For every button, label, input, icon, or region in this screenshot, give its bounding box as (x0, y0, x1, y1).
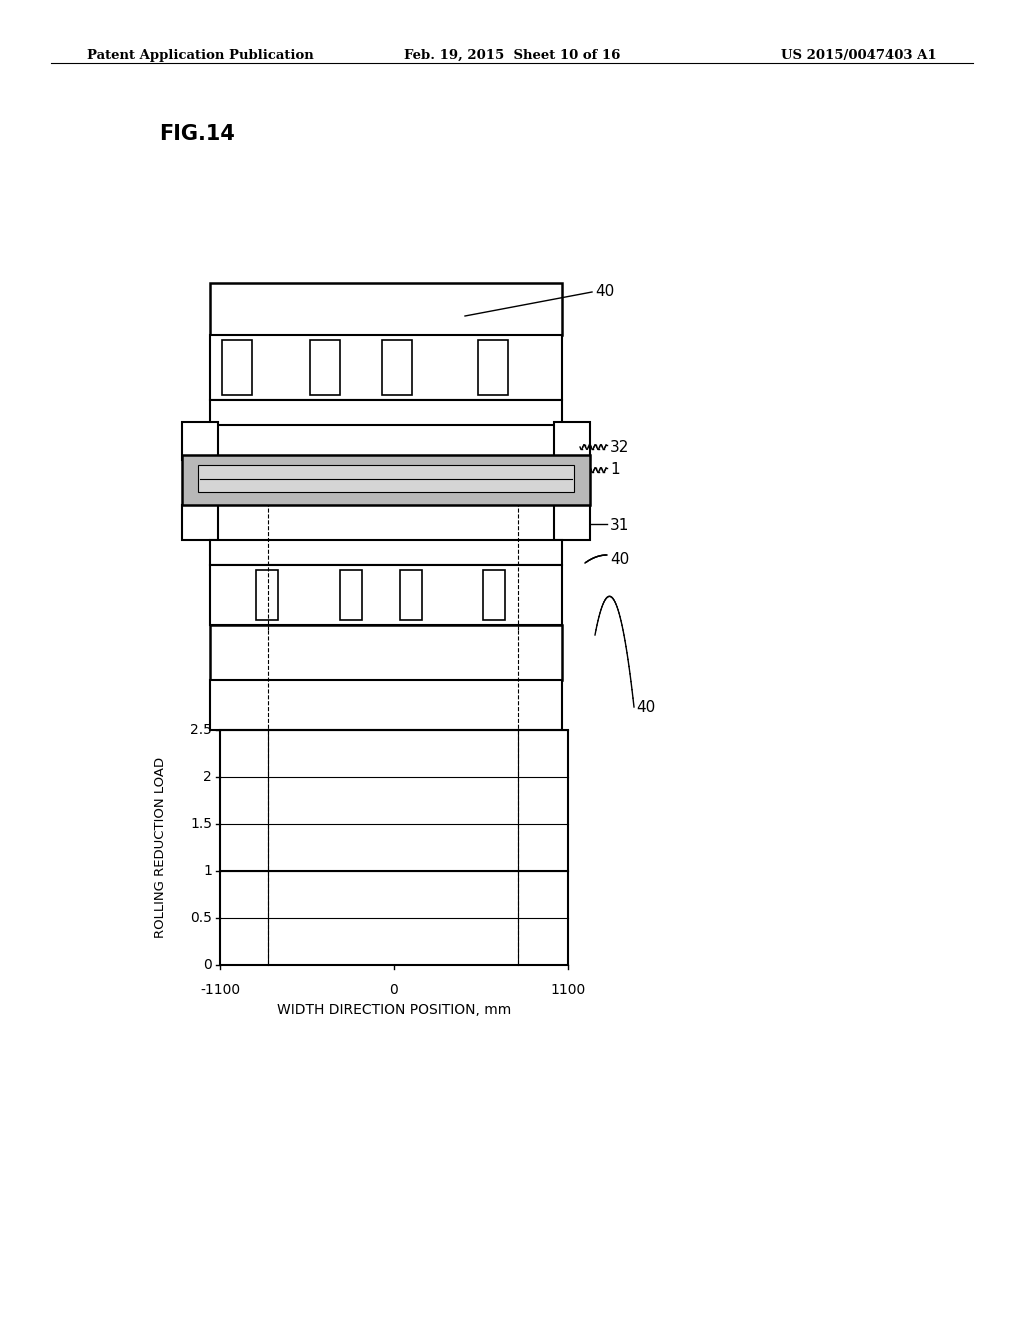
Text: FIG.14: FIG.14 (159, 124, 234, 144)
Bar (340, 570, 362, 620)
Text: 1.5: 1.5 (190, 817, 212, 832)
Bar (210, 400, 562, 425)
Text: 32: 32 (610, 440, 630, 454)
Text: 1: 1 (203, 865, 212, 878)
Text: 0.5: 0.5 (190, 911, 212, 925)
Bar (182, 506, 218, 540)
Text: 40: 40 (595, 285, 614, 300)
Bar (554, 506, 590, 540)
Text: 0: 0 (389, 983, 398, 997)
Text: Patent Application Publication: Patent Application Publication (87, 49, 313, 62)
Bar (256, 570, 278, 620)
Bar (198, 465, 574, 492)
Bar (382, 341, 412, 395)
Text: 1100: 1100 (550, 983, 586, 997)
Text: 2: 2 (203, 770, 212, 784)
Text: 1: 1 (610, 462, 620, 478)
Bar (210, 540, 562, 565)
Bar (222, 341, 252, 395)
Bar (210, 680, 562, 730)
Text: 2.5: 2.5 (190, 723, 212, 737)
Bar (483, 570, 505, 620)
Bar (210, 282, 562, 335)
Bar (210, 565, 562, 624)
Bar (210, 624, 562, 680)
Bar (182, 422, 218, 459)
Text: Feb. 19, 2015  Sheet 10 of 16: Feb. 19, 2015 Sheet 10 of 16 (403, 49, 621, 62)
Text: US 2015/0047403 A1: US 2015/0047403 A1 (781, 49, 937, 62)
Bar (220, 730, 568, 965)
Bar (554, 422, 590, 459)
Text: 31: 31 (610, 517, 630, 532)
Text: 0: 0 (203, 958, 212, 972)
Text: 40: 40 (610, 553, 630, 568)
Text: -1100: -1100 (200, 983, 240, 997)
Text: WIDTH DIRECTION POSITION, mm: WIDTH DIRECTION POSITION, mm (276, 1003, 511, 1016)
Bar (478, 341, 508, 395)
Bar (210, 335, 562, 400)
Text: ROLLING REDUCTION LOAD: ROLLING REDUCTION LOAD (154, 756, 167, 939)
Text: 40: 40 (636, 700, 655, 714)
Bar (400, 570, 422, 620)
Bar (310, 341, 340, 395)
Bar (182, 455, 590, 506)
